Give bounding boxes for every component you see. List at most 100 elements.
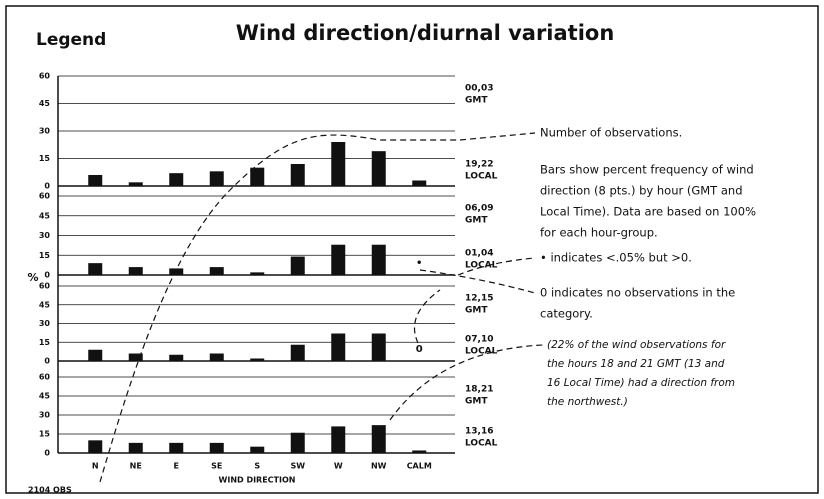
chart-title: Wind direction/diurnal variation <box>236 21 615 45</box>
x-tick-label: SE <box>211 462 222 471</box>
value-label: 0 <box>416 344 423 355</box>
local-hours: 07,10 <box>465 335 493 345</box>
y-tick-label: 60 <box>39 282 51 291</box>
bar <box>209 353 224 361</box>
annotation: category. <box>540 307 593 321</box>
y-tick-label: 15 <box>39 338 51 347</box>
y-tick-label: 30 <box>39 231 51 240</box>
annotation: for each hour-group. <box>540 226 658 240</box>
gmt-hours: 06,09 <box>465 204 493 214</box>
obs-label: 2104 OBS <box>28 486 72 495</box>
local-hours: 01,04 <box>465 249 493 259</box>
gmt-hours: 00,03 <box>465 84 493 94</box>
y-tick-label: 60 <box>39 72 51 81</box>
bar <box>209 171 224 186</box>
y-tick-label: 45 <box>39 99 51 108</box>
annotation: Bars show percent frequency of wind <box>540 163 754 177</box>
y-tick-label: 0 <box>44 449 50 458</box>
gmt-label: GMT <box>465 306 488 316</box>
bar <box>371 425 386 453</box>
gmt-label: GMT <box>465 397 488 407</box>
leader-dot <box>457 257 536 276</box>
bar <box>169 354 184 361</box>
y-tick-label: 30 <box>39 319 51 328</box>
bar <box>250 358 265 361</box>
local-label: LOCAL <box>465 439 498 449</box>
y-tick-label: 15 <box>39 154 51 163</box>
x-tick-label: N <box>92 462 99 471</box>
y-tick-label: 15 <box>39 430 51 439</box>
annotation: 16 Local Time) had a direction from <box>547 377 735 389</box>
bar <box>412 180 427 186</box>
bar <box>88 440 103 453</box>
frame <box>5 5 819 494</box>
x-tick-label: NW <box>371 462 387 471</box>
bar <box>331 426 346 453</box>
x-tick-label: CALM <box>407 462 432 471</box>
bar <box>371 244 386 275</box>
y-tick-label: 45 <box>39 392 51 401</box>
bar <box>331 244 346 275</box>
gmt-hours: 12,15 <box>465 294 493 304</box>
y-tick-label: 30 <box>39 411 51 420</box>
x-tick-label: S <box>254 462 260 471</box>
local-label: LOCAL <box>465 347 498 357</box>
local-hours: 13,16 <box>465 427 493 437</box>
y-tick-label: 60 <box>39 192 51 201</box>
bar <box>290 432 305 453</box>
bar <box>128 182 143 186</box>
leader-lines <box>99 132 544 483</box>
x-tick-label: SW <box>290 462 305 471</box>
x-axis-label: WIND DIRECTION <box>219 476 296 485</box>
y-tick-label: 0 <box>44 182 50 191</box>
local-label: LOCAL <box>465 172 498 182</box>
bar <box>128 353 143 361</box>
bar <box>209 442 224 453</box>
bar <box>331 142 346 186</box>
bar <box>412 450 427 453</box>
bar <box>290 164 305 186</box>
y-tick-label: 30 <box>39 127 51 136</box>
y-tick-label: 60 <box>39 373 51 382</box>
y-axis-label: % <box>27 271 38 284</box>
x-tick-label: W <box>334 462 343 471</box>
gmt-label: GMT <box>465 216 488 226</box>
annotation: • indicates <.05% but >0. <box>540 251 692 265</box>
leader-note <box>389 344 544 421</box>
y-tick-label: 15 <box>39 251 51 260</box>
annotation: 0 indicates no observations in the <box>540 286 735 300</box>
bar <box>250 272 265 275</box>
bar <box>88 263 103 275</box>
y-tick-label: 45 <box>39 300 51 309</box>
bar <box>128 442 143 453</box>
y-tick-label: 0 <box>44 357 50 366</box>
value-label: • <box>416 258 422 269</box>
gmt-label: GMT <box>465 96 488 106</box>
leader-zero <box>419 269 536 294</box>
annotation: the northwest.) <box>547 396 628 408</box>
bar <box>290 256 305 275</box>
legend-heading: Legend <box>36 30 106 50</box>
y-tick-label: 0 <box>44 271 50 280</box>
bar <box>290 344 305 361</box>
bar <box>128 267 143 275</box>
y-tick-label: 45 <box>39 211 51 220</box>
bar <box>250 446 265 453</box>
bar <box>169 173 184 186</box>
bar <box>371 151 386 186</box>
leader-zero-up <box>413 289 441 344</box>
bar <box>209 267 224 275</box>
leader-obs <box>459 132 536 141</box>
bar <box>88 349 103 361</box>
gmt-hours: 18,21 <box>465 385 493 395</box>
x-tick-label: E <box>174 462 179 471</box>
annotation: (22% of the wind observations for <box>547 339 726 351</box>
local-label: LOCAL <box>465 261 498 271</box>
annotation: Number of observations. <box>540 126 682 140</box>
bar <box>331 333 346 361</box>
local-hours: 19,22 <box>465 160 493 170</box>
annotation: Local Time). Data are based on 100% <box>540 205 756 219</box>
annotation: the hours 18 and 21 GMT (13 and <box>547 358 725 370</box>
bar <box>88 175 103 186</box>
